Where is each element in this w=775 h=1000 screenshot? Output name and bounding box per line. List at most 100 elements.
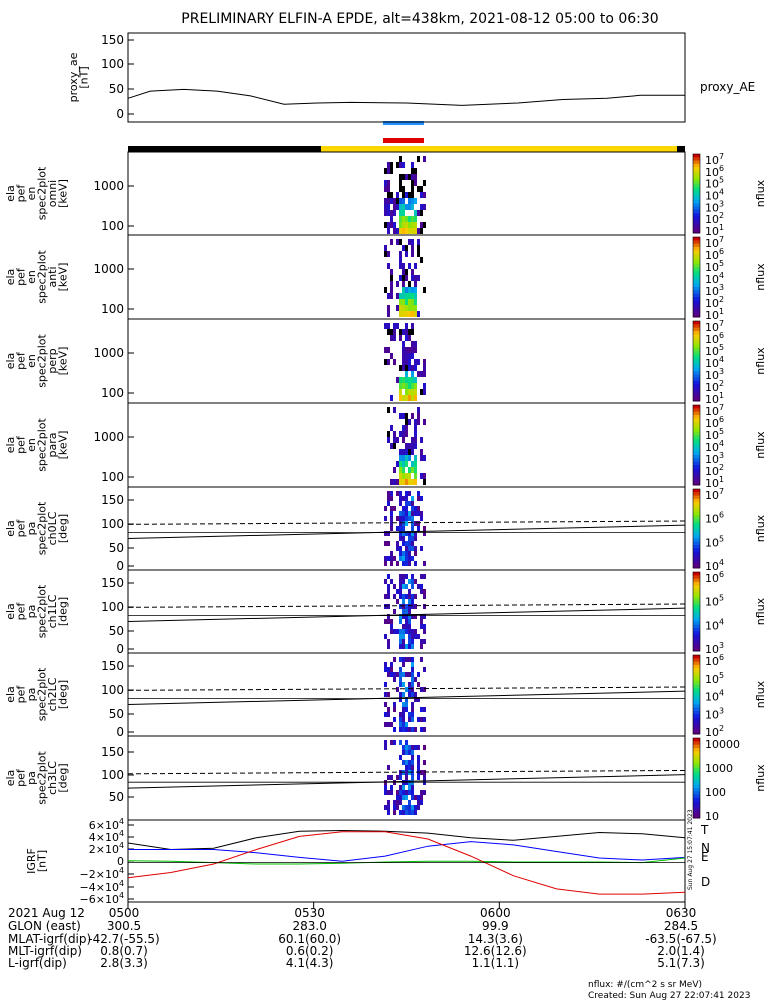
colorbar-tick-label-base: 10 [705,477,719,490]
spectrogram-cell [414,511,417,516]
spectrogram-cell [420,619,423,624]
spectrogram-cell [393,222,396,228]
spectrogram-en_omni [384,156,426,234]
spectrogram-cell [417,359,420,365]
colorbar-tick-label-exp: 4 [719,617,724,626]
spectrogram-cell [399,365,402,371]
antiloss-cone-line [127,603,686,608]
spectrogram-cell [399,263,402,269]
colorbar-tick-label: 105 [705,671,724,686]
spectrogram-cell [399,521,402,526]
spectrogram-cell [414,198,417,204]
spectrogram-cell [402,245,405,251]
colorbar-segment [693,658,700,663]
colorbar-segment [693,671,700,676]
colorbar-segment [693,351,700,355]
orbit-indicator-bars [128,121,685,152]
colorbar-tick-label-exp: 4 [719,188,724,197]
colorbar-segment [693,621,700,626]
colorbar-segment [693,661,700,666]
spectrogram-cell [399,293,402,299]
colorbar-tick-label-exp: 6 [719,247,724,256]
spectrogram-cell [402,461,405,467]
spectrogram-cell [402,745,405,750]
y-tick-label-base: 2×10 [89,843,119,856]
spectrogram-cell [402,790,405,795]
y-axis-label-line: [keV] [56,347,69,376]
spectrogram-cell [411,371,414,377]
spectrogram-cell [402,341,405,347]
spectrogram-cell [399,377,402,383]
spectrogram-cell [408,329,411,335]
colorbar-tick-label-base: 10 [705,726,719,739]
spectrogram-cell [414,228,417,234]
colorbar-tick-label-base: 10 [705,465,719,478]
spectrogram-cell [399,162,402,168]
spectrogram-cell [420,455,423,461]
colorbar-tick-label-base: 10 [705,673,719,686]
spectrogram-cell [399,501,402,506]
spectrogram-cell [387,186,390,192]
spectrogram-cell [417,805,420,810]
colorbar-frame [692,236,701,318]
spectrogram-cell [387,251,390,257]
spectrogram-cell [393,329,396,335]
spectrogram-cell [423,180,426,186]
spectrogram-cell [387,667,390,672]
spectrogram-cell [417,755,420,760]
spectrogram-cell [411,511,414,516]
colorbar-segment [693,381,700,385]
spectrogram-cell [408,546,411,551]
colorbar-label-group: nflux [754,764,767,792]
colorbar-tick-label-base: 10 [705,691,719,704]
spectrogram-cell [405,395,408,401]
spectrogram-cell [417,795,420,800]
y-axis-label-line: ch0LC [46,511,59,545]
colorbar-segment [693,170,700,175]
spectrogram-cell [405,419,408,425]
spectrogram-cell [405,473,408,479]
spectrogram-cell [390,269,393,275]
spectrogram-cell [405,275,408,281]
footer-units: nflux: #/(cm^2 s sr MeV) [588,980,702,990]
spectrogram-cell [411,174,414,180]
colorbar-segment [693,684,700,689]
colorbar-segment [693,512,700,516]
colorbar-segment [693,558,700,562]
spectrogram-cell [423,717,426,722]
spectrogram-cell [408,198,411,204]
colorbar-segment [693,478,700,483]
spectrogram-cell [423,775,426,780]
spectrogram-cell [423,629,426,634]
spectrogram-cell [411,785,414,790]
colorbar-tick-label-base: 10 [705,489,719,502]
spectrogram-cell [405,624,408,629]
spectrogram-cell [414,263,417,269]
spectrogram-cell [399,395,402,401]
colorbar-tick-label: 106 [705,415,724,430]
colorbar-tick-label-exp: 3 [719,706,724,715]
colorbar-tick-label-exp: 5 [719,594,724,603]
spectrogram-cell [402,682,405,687]
spectrogram-cell [402,727,405,732]
spectrogram-cell [420,644,423,649]
spectrogram-cell [408,389,411,395]
y-axis-label-line: ela [4,437,17,454]
y-tick-label: 1000 [93,430,124,444]
spectrogram-cell [399,667,402,672]
colorbar-label: nflux [754,431,767,459]
spectrogram-cell [405,541,408,546]
spectrogram-cell [405,795,408,800]
y-axis-label-line: spec2plot [35,334,48,388]
colorbar-tick-label-exp: 5 [719,671,724,680]
colorbar-segment [693,428,700,433]
spectrogram-cell [402,531,405,536]
y-tick-label-base: 50 [109,707,124,721]
spectrogram-cell [405,383,408,389]
spectrogram-cell [411,644,414,649]
spectrogram-cell [420,624,423,629]
y-axis-label-line: IGRF [25,848,38,874]
y-axis-label-line: ch2LC [46,677,59,711]
y-tick-label-base: 150 [101,659,124,673]
